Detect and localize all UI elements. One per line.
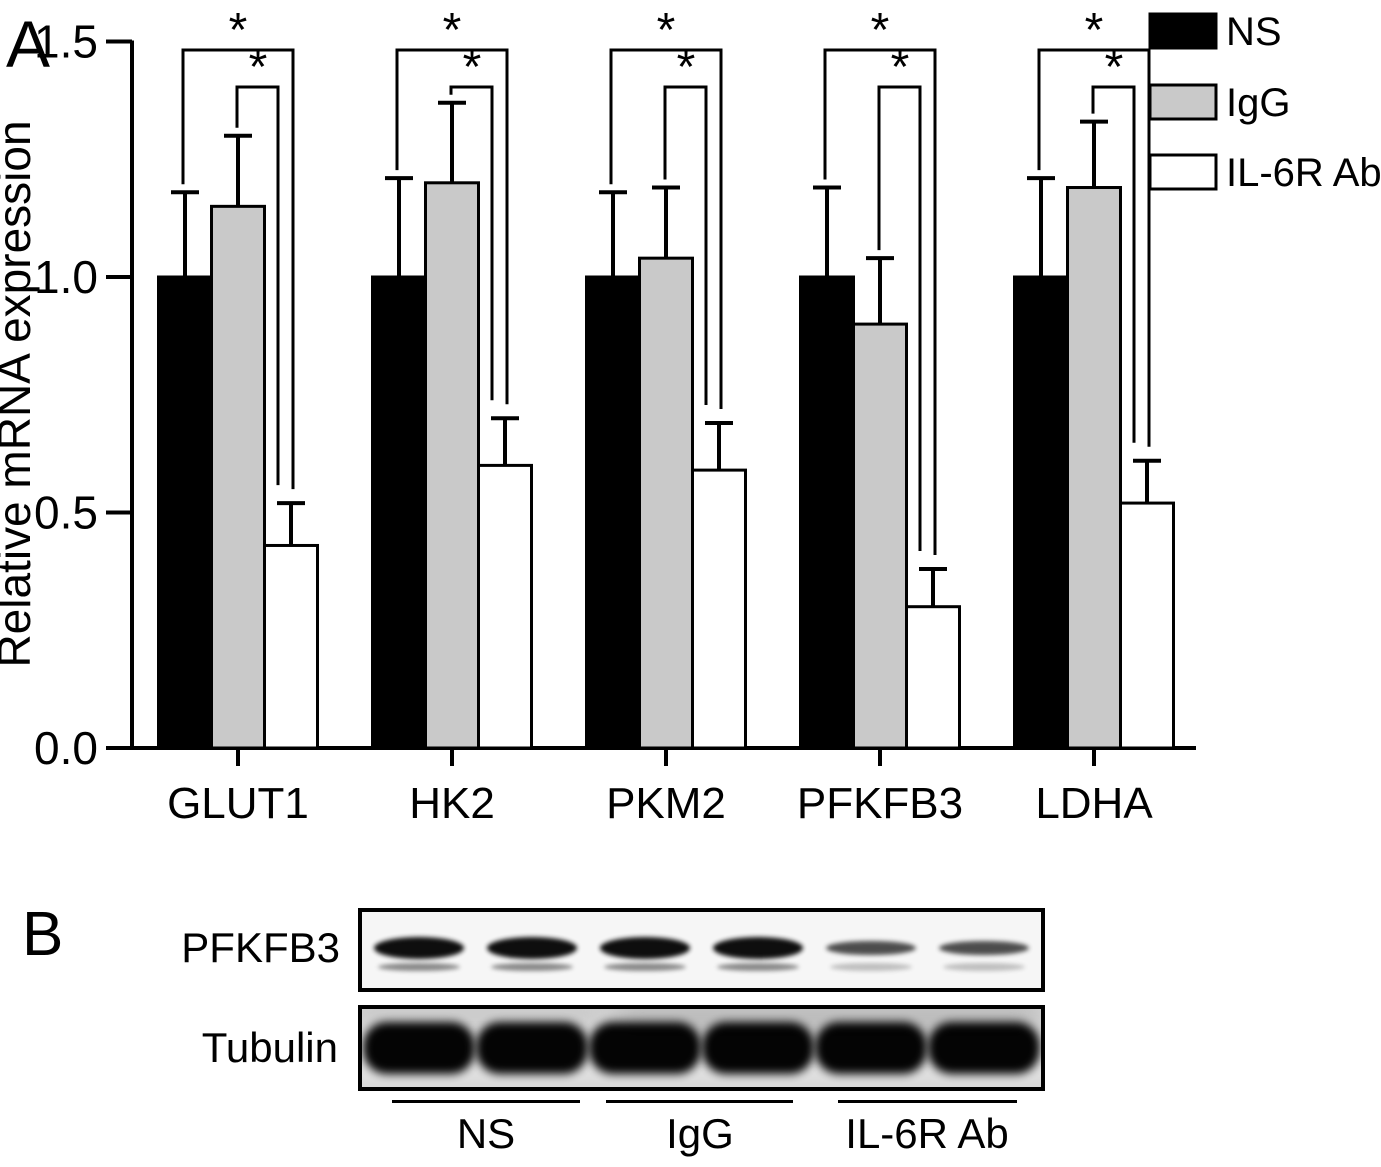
pfkfb3-band-lane-2 xyxy=(487,937,577,959)
sig-star-inner: * xyxy=(677,41,696,94)
sig-bracket-outer xyxy=(181,48,295,490)
mrna-expression-bar-chart: 0.0 0.5 1.0 1.5 Relative mRNA expression GLUT… xyxy=(0,4,1381,828)
blot-label-tubulin: Tubulin xyxy=(201,1024,338,1071)
bar-igg-ldha xyxy=(1066,186,1122,750)
bar-il-6r-ab-hk2 xyxy=(477,463,533,750)
bar-ns-glut1 xyxy=(157,275,213,750)
pfkfb3-band-lane-5 xyxy=(826,941,916,955)
category-label: PKM2 xyxy=(606,779,726,828)
bar-igg-hk2 xyxy=(424,181,480,750)
tubulin-band-lane-6 xyxy=(928,1022,1040,1074)
western-blot-pfkfb3 xyxy=(358,908,1045,992)
bar-ns-pfkfb3 xyxy=(799,275,855,750)
sig-star-outer: * xyxy=(443,4,462,57)
lane-group-underline-igg xyxy=(606,1100,793,1103)
sig-bracket-inner xyxy=(663,85,708,406)
panel-b-label: B xyxy=(22,900,64,969)
tubulin-band-lane-4 xyxy=(702,1022,814,1074)
pfkfb3-secondary-band-lane-5 xyxy=(830,963,912,971)
pfkfb3-secondary-band-lane-2 xyxy=(491,963,573,971)
western-blot-tubulin xyxy=(358,1005,1045,1091)
sig-bracket-outer xyxy=(1037,48,1151,447)
sig-bracket-outer xyxy=(609,48,723,410)
sig-star-outer: * xyxy=(657,4,676,57)
bar-il-6r-ab-pkm2 xyxy=(691,468,747,750)
tubulin-band-lane-2 xyxy=(476,1022,588,1074)
pfkfb3-band-lane-3 xyxy=(600,937,690,959)
category-label: PFKFB3 xyxy=(797,779,963,828)
tubulin-band-lane-1 xyxy=(363,1022,475,1074)
legend-swatch-ns xyxy=(1148,12,1218,50)
y-tick-label: 0.5 xyxy=(34,487,98,539)
pfkfb3-secondary-band-lane-3 xyxy=(604,963,686,971)
bar-ns-ldha xyxy=(1013,275,1069,750)
sig-bracket-inner xyxy=(235,85,280,486)
sig-bracket-inner xyxy=(449,85,494,401)
bar-igg-glut1 xyxy=(210,204,266,750)
bar-igg-pkm2 xyxy=(638,256,694,750)
bar-igg-pfkfb3 xyxy=(852,322,908,750)
legend-label: IgG xyxy=(1226,81,1290,125)
sig-star-outer: * xyxy=(871,4,890,57)
pfkfb3-secondary-band-lane-4 xyxy=(717,963,799,971)
sig-bracket-inner xyxy=(877,85,922,552)
legend-swatch-igg xyxy=(1148,83,1218,121)
sig-star-outer: * xyxy=(229,4,248,57)
legend-label: NS xyxy=(1226,10,1282,54)
sig-star-inner: * xyxy=(249,41,268,94)
lane-group-underline-il6r xyxy=(838,1100,1017,1103)
sig-star-inner: * xyxy=(463,41,482,94)
sig-star-outer: * xyxy=(1085,4,1104,57)
sig-star-inner: * xyxy=(1105,41,1124,94)
legend-label: IL-6R Ab xyxy=(1226,151,1381,195)
tubulin-band-lane-3 xyxy=(589,1022,701,1074)
category-label: HK2 xyxy=(409,779,495,828)
bar-ns-pkm2 xyxy=(585,275,641,750)
panel-a-label: A xyxy=(6,7,51,81)
sig-bracket-outer xyxy=(823,48,937,556)
legend-swatch-il-6r-ab xyxy=(1148,153,1218,191)
y-tick-label: 1.5 xyxy=(34,16,98,68)
category-label: GLUT1 xyxy=(167,779,309,828)
pfkfb3-band-lane-4 xyxy=(713,937,803,959)
pfkfb3-secondary-band-lane-1 xyxy=(378,963,460,971)
y-tick-label: 1.0 xyxy=(34,251,98,303)
lane-group-label-ns: NS xyxy=(456,1110,516,1157)
lane-group-label-il6r: IL-6R Ab xyxy=(845,1110,1009,1157)
bar-ns-hk2 xyxy=(371,275,427,750)
sig-bracket-inner xyxy=(1091,85,1136,443)
lane-group-underline-ns xyxy=(392,1100,580,1103)
category-label: LDHA xyxy=(1035,779,1153,828)
bar-il-6r-ab-ldha xyxy=(1119,501,1175,750)
tubulin-band-lane-5 xyxy=(815,1022,927,1074)
y-tick-label: 0.0 xyxy=(34,722,98,774)
bar-il-6r-ab-glut1 xyxy=(263,543,319,750)
pfkfb3-band-lane-1 xyxy=(374,937,464,959)
sig-bracket-outer xyxy=(395,48,509,405)
lane-group-label-igg: IgG xyxy=(666,1110,734,1157)
blot-label-pfkfb3: PFKFB3 xyxy=(181,924,340,971)
y-axis-title: Relative mRNA expression xyxy=(0,120,40,667)
sig-star-inner: * xyxy=(891,41,910,94)
bar-il-6r-ab-pfkfb3 xyxy=(905,605,961,750)
pfkfb3-secondary-band-lane-6 xyxy=(943,963,1025,971)
pfkfb3-band-lane-6 xyxy=(939,941,1029,955)
